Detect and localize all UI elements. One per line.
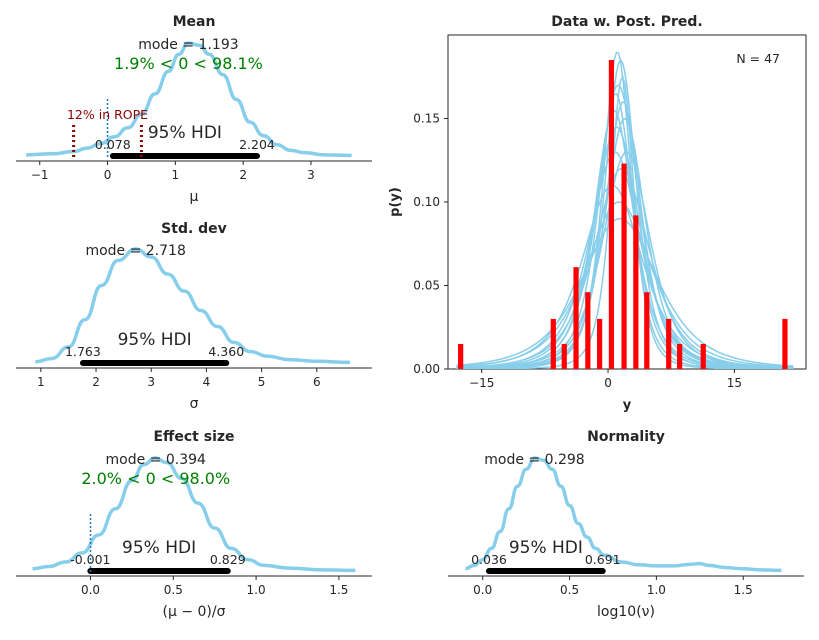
data-bar	[700, 343, 706, 369]
hdi-label: 95% HDI	[148, 123, 222, 143]
x-tick-label: 1.5	[734, 583, 753, 597]
data-bar	[621, 163, 627, 369]
data-bar	[782, 318, 788, 369]
x-tick-label: −15	[469, 376, 494, 390]
hdi-low-label: 0.036	[471, 552, 507, 567]
x-tick-label: 5	[258, 375, 266, 389]
mode-label: mode = 2.718	[85, 243, 185, 259]
pred-curve	[456, 75, 794, 369]
x-tick-label: 6	[313, 375, 321, 389]
x-tick-label: 1	[37, 375, 45, 389]
x-tick-label: 1.0	[247, 583, 266, 597]
x-tick-label: −1	[31, 168, 49, 182]
hdi-high-label: 0.829	[210, 552, 246, 567]
x-tick-label: 1.5	[329, 583, 348, 597]
x-tick-label: 0	[604, 376, 612, 390]
x-axis-label: σ	[190, 396, 199, 412]
x-tick-label: 1.0	[647, 583, 666, 597]
hdi-low-label: 1.763	[65, 344, 101, 359]
hdi-high-label: 4.360	[208, 344, 244, 359]
data-bar	[677, 343, 683, 369]
mode-label: mode = 0.298	[484, 452, 584, 468]
panel-ppc: Data w. Post. Pred. −15 0 15 0.00 0.05 0.10 0.1…	[388, 14, 807, 413]
comparison-label: 2.0% < 0 < 98.0%	[81, 469, 230, 488]
y-tick-label: 0.05	[413, 279, 440, 293]
panel-title: Mean	[173, 14, 216, 30]
x-tick-label: 1	[172, 168, 180, 182]
panel-title: Normality	[587, 429, 665, 445]
data-bar	[573, 267, 579, 369]
data-bar	[550, 318, 556, 369]
x-tick-label: 15	[727, 376, 742, 390]
hdi-low-label: 0.078	[95, 137, 131, 152]
data-bar	[608, 60, 615, 370]
panel-title: Std. dev	[161, 221, 227, 237]
mode-label: mode = 1.193	[138, 37, 238, 53]
y-tick-label: 0.00	[413, 362, 440, 376]
panel-mean: Mean −1 0 1 2 3 μ 0.078 2.204 95% HDI mode = 1.193…	[16, 14, 372, 205]
y-axis-label: p(y)	[388, 187, 403, 217]
data-bar	[633, 215, 639, 369]
x-tick-label: 4	[203, 375, 211, 389]
data-bar	[666, 318, 672, 369]
mode-label: mode = 0.394	[106, 452, 207, 468]
hdi-label: 95% HDI	[118, 330, 192, 350]
x-axis-label: y	[623, 398, 632, 413]
hdi-label: 95% HDI	[509, 538, 583, 558]
density-curve	[465, 456, 782, 573]
panel-title: Effect size	[153, 429, 234, 445]
x-tick-label: 0.5	[164, 583, 183, 597]
x-tick-label: 2	[239, 168, 247, 182]
data-bar	[585, 292, 591, 369]
x-tick-label: 0.0	[473, 583, 492, 597]
sample-size-label: N = 47	[736, 51, 780, 66]
x-axis-label: (μ − 0)/σ	[163, 604, 226, 620]
y-tick-label: 0.15	[413, 112, 440, 126]
x-tick-label: 0	[104, 168, 112, 182]
data-bar	[644, 292, 650, 369]
density-curve	[32, 456, 356, 573]
x-tick-label: 2	[92, 375, 100, 389]
panel-norm: Normality 0.0 0.5 1.0 1.5 log10(ν) 0.036 0.6919…	[448, 429, 804, 620]
panel-sd: Std. dev 1 2 3 4 5 6 σ 1.763 4.360 95% HDI mode = 2…	[16, 221, 372, 412]
x-tick-label: 3	[307, 168, 315, 182]
density-curve	[35, 247, 350, 365]
x-tick-label: 0.5	[560, 583, 579, 597]
hdi-high-label: 0.691	[585, 552, 621, 567]
panel-title: Data w. Post. Pred.	[551, 14, 702, 30]
x-axis-label: log10(ν)	[597, 604, 655, 620]
data-bar	[561, 343, 567, 369]
rope-label: 12% in ROPE	[67, 107, 148, 122]
x-axis-label: μ	[190, 189, 199, 205]
x-tick-label: 0.0	[81, 583, 100, 597]
hdi-label: 95% HDI	[122, 538, 196, 558]
density-curve	[26, 41, 352, 158]
hdi-high-label: 2.204	[239, 137, 275, 152]
data-bar	[597, 318, 603, 369]
comparison-label: 1.9% < 0 < 98.1%	[114, 54, 263, 73]
y-tick-label: 0.10	[413, 195, 440, 209]
pred-curve	[456, 109, 794, 369]
data-bar	[458, 343, 464, 369]
x-tick-label: 3	[147, 375, 155, 389]
